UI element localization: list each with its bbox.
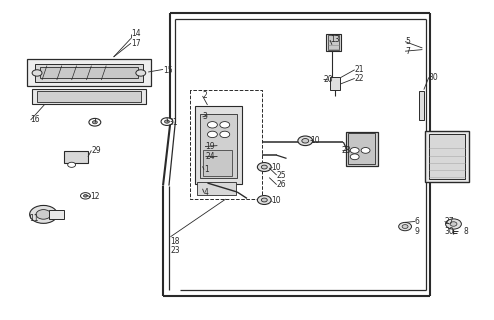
Circle shape (350, 148, 359, 153)
Bar (346, 132, 378, 166)
Text: 10: 10 (272, 163, 281, 172)
Text: 24: 24 (205, 152, 214, 161)
Circle shape (446, 219, 461, 229)
Bar (64, 151, 88, 163)
Circle shape (165, 120, 169, 123)
Text: 3: 3 (203, 112, 207, 121)
Text: 30: 30 (445, 227, 454, 236)
Text: 20: 20 (324, 75, 333, 84)
Text: 14: 14 (131, 29, 140, 38)
Circle shape (220, 131, 230, 138)
Text: 18: 18 (170, 237, 180, 246)
Bar (40, 67, 138, 78)
Bar (27, 59, 151, 86)
Bar (419, 91, 424, 120)
Text: 23: 23 (170, 246, 180, 255)
Text: 1: 1 (204, 165, 209, 174)
Bar (330, 77, 340, 90)
Circle shape (257, 196, 271, 204)
Text: 19: 19 (205, 142, 214, 151)
Text: 5: 5 (405, 37, 410, 46)
Bar (203, 150, 232, 176)
Circle shape (32, 70, 42, 76)
Text: 6: 6 (415, 217, 420, 226)
Text: 11: 11 (30, 214, 39, 223)
Circle shape (161, 118, 173, 125)
Circle shape (92, 121, 97, 124)
Bar (37, 91, 141, 102)
Circle shape (361, 148, 370, 153)
Text: 15: 15 (163, 66, 172, 75)
Circle shape (257, 163, 271, 172)
Text: 8: 8 (463, 227, 468, 236)
Circle shape (68, 162, 76, 167)
Bar (49, 210, 64, 219)
Circle shape (402, 225, 408, 228)
Circle shape (450, 222, 457, 226)
Text: 10: 10 (310, 136, 319, 145)
Text: 27: 27 (445, 217, 454, 226)
Circle shape (83, 195, 87, 197)
Text: 9: 9 (415, 227, 420, 236)
Bar (32, 89, 146, 104)
Circle shape (261, 198, 267, 202)
Text: 28: 28 (342, 146, 351, 155)
Text: 31: 31 (168, 118, 177, 127)
Circle shape (399, 222, 412, 231)
Text: 2: 2 (203, 92, 207, 100)
Text: 16: 16 (31, 116, 40, 124)
Circle shape (298, 136, 313, 146)
Text: 12: 12 (90, 192, 100, 201)
Circle shape (302, 139, 309, 143)
Bar (197, 182, 236, 195)
Circle shape (36, 210, 51, 219)
Bar (326, 34, 341, 51)
Bar (348, 133, 375, 164)
Circle shape (350, 154, 359, 160)
Circle shape (136, 70, 146, 76)
Bar (429, 134, 465, 179)
Text: 7: 7 (405, 47, 410, 56)
Circle shape (220, 122, 230, 128)
Circle shape (89, 118, 101, 126)
Text: 10: 10 (272, 196, 281, 205)
Text: 26: 26 (277, 180, 286, 189)
Circle shape (261, 165, 267, 169)
Text: 21: 21 (355, 65, 364, 74)
Bar (328, 35, 339, 50)
Text: 4: 4 (204, 188, 209, 197)
Text: 30: 30 (429, 73, 439, 82)
Circle shape (30, 205, 57, 223)
Text: 13: 13 (330, 36, 339, 44)
Circle shape (207, 131, 217, 138)
Bar (195, 106, 242, 184)
Text: 29: 29 (91, 146, 101, 155)
Circle shape (81, 193, 90, 199)
Bar (35, 64, 143, 82)
Bar (200, 114, 237, 178)
Text: 22: 22 (355, 74, 364, 83)
Text: 25: 25 (277, 171, 286, 180)
Text: 17: 17 (131, 39, 140, 48)
Circle shape (207, 122, 217, 128)
Bar (425, 131, 469, 182)
